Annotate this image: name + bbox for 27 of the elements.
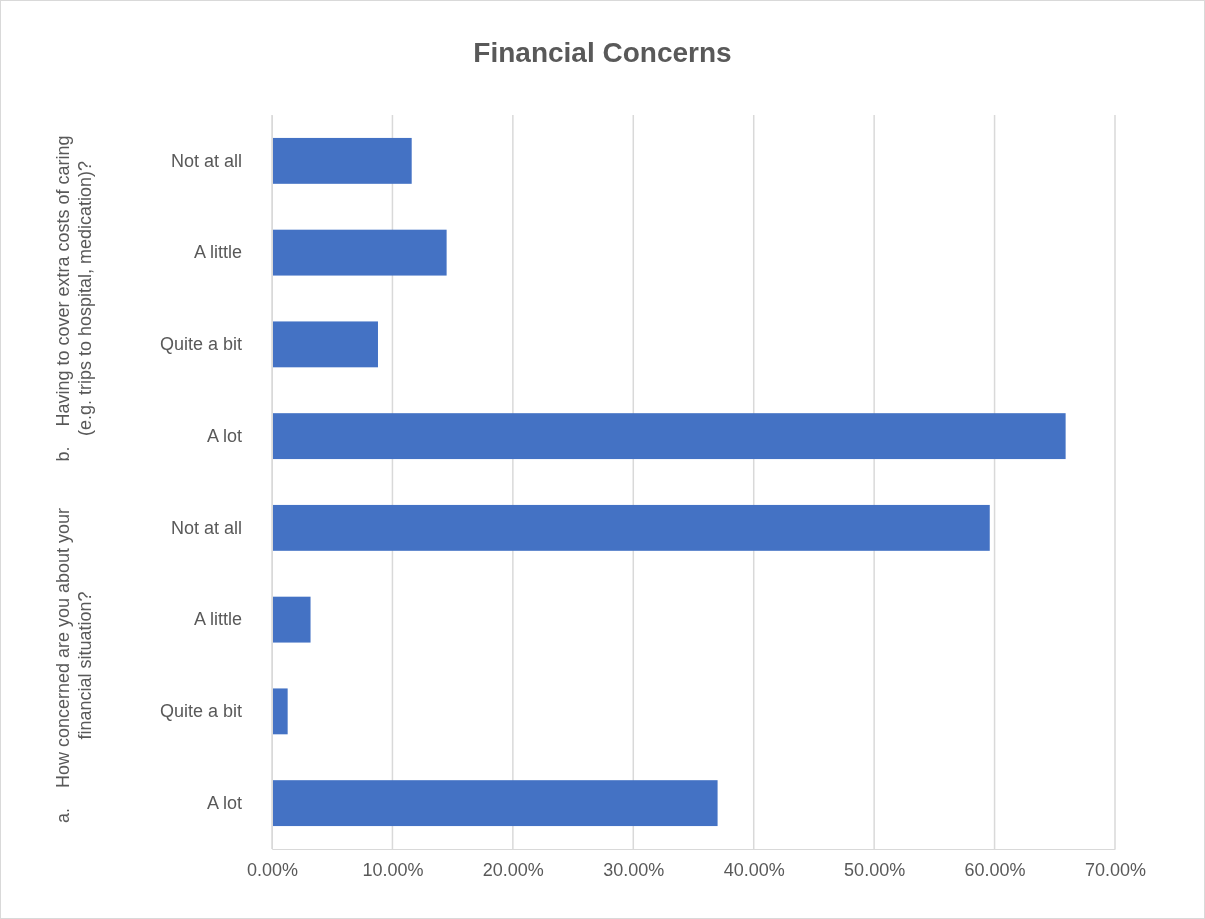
y-tick-label: Quite a bit [159,701,242,722]
y-tick-label: Not at all [170,517,242,538]
x-tick-label: 20.00% [482,859,544,880]
y-tick-label: A lot [206,792,242,813]
x-tick-label: 60.00% [964,859,1026,880]
y-tick-label: A little [193,242,242,263]
bar [272,780,718,827]
x-tick-label: 40.00% [723,859,785,880]
bar [272,321,378,368]
y-tick-label: Quite a bit [159,334,242,355]
text: a. How concerned are you about your financial situation? [53,507,95,824]
x-tick-label: 0.00% [246,859,299,880]
bar [272,504,990,551]
bar [272,137,412,184]
y-tick-label: A little [193,609,242,630]
y-tick-label: A lot [206,425,242,446]
text: b. Having to cover extra costs of caring (e.g. trips to hospital, medication)? [53,135,95,462]
bar [272,413,1066,460]
x-tick-label: 10.00% [362,859,424,880]
x-tick-label: 50.00% [844,859,906,880]
y-tick-label: Not at all [170,150,242,171]
bar [272,596,311,643]
bar [272,688,288,735]
x-tick-label: 30.00% [603,859,665,880]
chart-title: Financial Concerns [473,37,732,68]
x-tick-label: 70.00% [1084,859,1147,880]
bar [272,229,447,276]
